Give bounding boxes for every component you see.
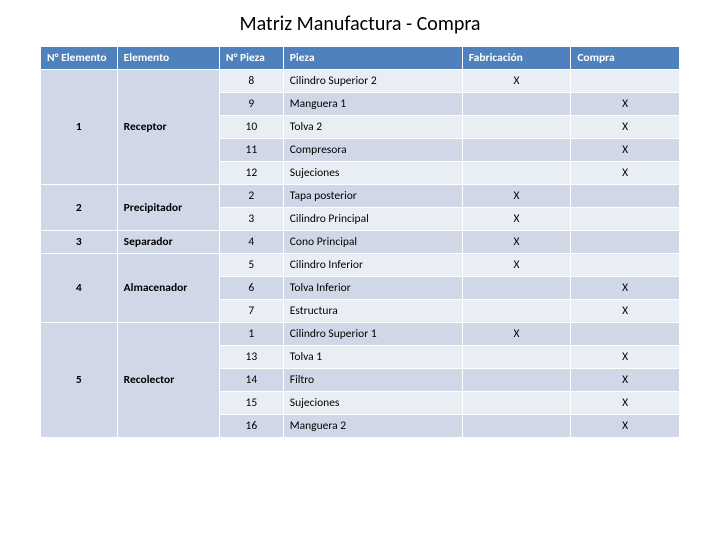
- cell-pieza: Estructura: [283, 300, 462, 323]
- cell-compra: [571, 185, 680, 208]
- col-pieza: Pieza: [283, 47, 462, 70]
- table-row: 3Separador4Cono PrincipalX: [41, 231, 680, 254]
- cell-pieza: Manguera 2: [283, 415, 462, 438]
- cell-fabricacion: [462, 139, 571, 162]
- group-name: Receptor: [117, 70, 219, 185]
- cell-fabricacion: X: [462, 208, 571, 231]
- cell-compra: [571, 208, 680, 231]
- cell-fabricacion: [462, 369, 571, 392]
- cell-fabricacion: X: [462, 231, 571, 254]
- cell-pieza: Manguera 1: [283, 93, 462, 116]
- cell-num-pieza: 1: [219, 323, 283, 346]
- cell-compra: X: [571, 369, 680, 392]
- cell-fabricacion: [462, 162, 571, 185]
- table-row: 5Recolector1Cilindro Superior 1X: [41, 323, 680, 346]
- cell-num-pieza: 3: [219, 208, 283, 231]
- cell-fabricacion: [462, 277, 571, 300]
- cell-compra: [571, 323, 680, 346]
- cell-compra: X: [571, 116, 680, 139]
- cell-compra: X: [571, 392, 680, 415]
- cell-fabricacion: X: [462, 254, 571, 277]
- cell-pieza: Cono Principal: [283, 231, 462, 254]
- cell-num-pieza: 7: [219, 300, 283, 323]
- cell-compra: X: [571, 93, 680, 116]
- cell-fabricacion: X: [462, 323, 571, 346]
- group-number: 4: [41, 254, 118, 323]
- cell-num-pieza: 5: [219, 254, 283, 277]
- cell-pieza: Cilindro Inferior: [283, 254, 462, 277]
- group-number: 2: [41, 185, 118, 231]
- cell-num-pieza: 13: [219, 346, 283, 369]
- col-compra: Compra: [571, 47, 680, 70]
- cell-compra: [571, 231, 680, 254]
- cell-pieza: Compresora: [283, 139, 462, 162]
- cell-num-pieza: 15: [219, 392, 283, 415]
- group-number: 5: [41, 323, 118, 438]
- group-name: Almacenador: [117, 254, 219, 323]
- group-name: Separador: [117, 231, 219, 254]
- cell-num-pieza: 9: [219, 93, 283, 116]
- cell-pieza: Cilindro Superior 2: [283, 70, 462, 93]
- cell-compra: X: [571, 346, 680, 369]
- cell-compra: X: [571, 300, 680, 323]
- cell-compra: X: [571, 277, 680, 300]
- cell-num-pieza: 10: [219, 116, 283, 139]
- cell-pieza: Tolva 2: [283, 116, 462, 139]
- cell-fabricacion: [462, 346, 571, 369]
- cell-num-pieza: 6: [219, 277, 283, 300]
- cell-pieza: Sujeciones: [283, 392, 462, 415]
- cell-fabricacion: X: [462, 185, 571, 208]
- cell-compra: X: [571, 415, 680, 438]
- cell-compra: X: [571, 139, 680, 162]
- cell-num-pieza: 16: [219, 415, 283, 438]
- cell-num-pieza: 12: [219, 162, 283, 185]
- cell-num-pieza: 2: [219, 185, 283, 208]
- cell-num-pieza: 4: [219, 231, 283, 254]
- cell-fabricacion: [462, 300, 571, 323]
- cell-fabricacion: [462, 93, 571, 116]
- cell-fabricacion: [462, 415, 571, 438]
- col-num-elemento: N° Elemento: [41, 47, 118, 70]
- cell-fabricacion: [462, 116, 571, 139]
- col-elemento: Elemento: [117, 47, 219, 70]
- cell-pieza: Tapa posterior: [283, 185, 462, 208]
- cell-num-pieza: 11: [219, 139, 283, 162]
- group-name: Precipitador: [117, 185, 219, 231]
- col-num-pieza: N° Pieza: [219, 47, 283, 70]
- cell-pieza: Sujeciones: [283, 162, 462, 185]
- cell-compra: [571, 70, 680, 93]
- cell-pieza: Tolva 1: [283, 346, 462, 369]
- cell-fabricacion: X: [462, 70, 571, 93]
- table-header-row: N° Elemento Elemento N° Pieza Pieza Fabr…: [41, 47, 680, 70]
- table-row: 2Precipitador2Tapa posteriorX: [41, 185, 680, 208]
- col-fabricacion: Fabricación: [462, 47, 571, 70]
- cell-num-pieza: 14: [219, 369, 283, 392]
- group-number: 3: [41, 231, 118, 254]
- page-title: Matriz Manufactura - Compra: [40, 12, 680, 36]
- group-name: Recolector: [117, 323, 219, 438]
- manufacture-table: N° Elemento Elemento N° Pieza Pieza Fabr…: [40, 46, 680, 438]
- cell-pieza: Tolva Inferior: [283, 277, 462, 300]
- cell-compra: [571, 254, 680, 277]
- group-number: 1: [41, 70, 118, 185]
- cell-compra: X: [571, 162, 680, 185]
- table-row: 1Receptor8Cilindro Superior 2X: [41, 70, 680, 93]
- cell-pieza: Cilindro Principal: [283, 208, 462, 231]
- cell-fabricacion: [462, 392, 571, 415]
- cell-num-pieza: 8: [219, 70, 283, 93]
- cell-pieza: Filtro: [283, 369, 462, 392]
- table-row: 4Almacenador5Cilindro InferiorX: [41, 254, 680, 277]
- cell-pieza: Cilindro Superior 1: [283, 323, 462, 346]
